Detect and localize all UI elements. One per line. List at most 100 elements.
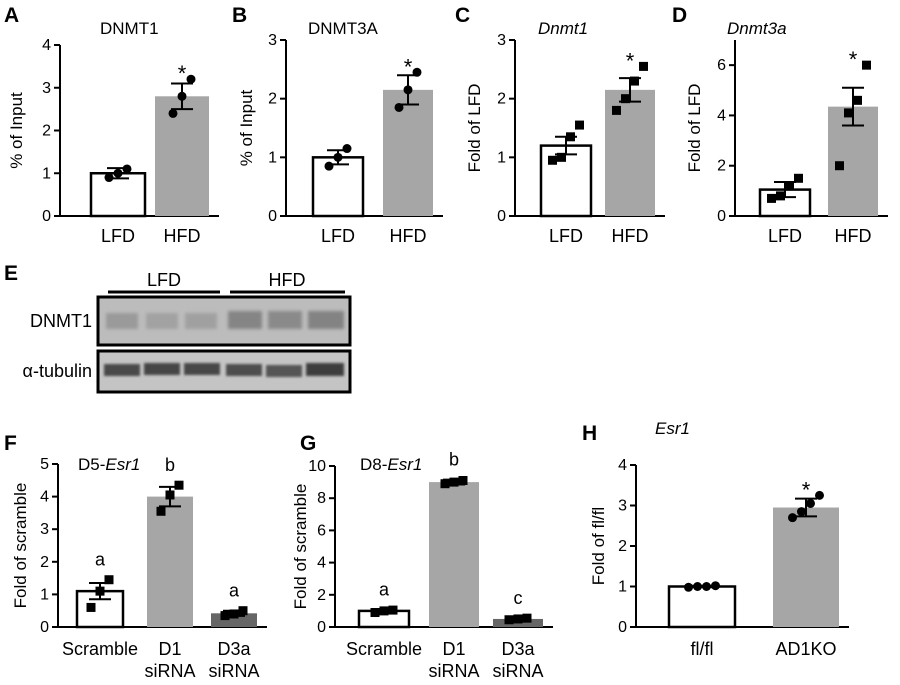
significance-label: *: [178, 61, 187, 86]
data-point: [806, 498, 815, 508]
y-tick-label: 2: [268, 91, 277, 108]
data-point: [815, 490, 824, 500]
blot-band: [268, 311, 302, 329]
data-point: [844, 108, 853, 118]
significance-label: c: [514, 588, 523, 608]
blot-row-label-dnmt1: DNMT1: [30, 311, 92, 331]
data-point: [776, 191, 785, 201]
data-point: [621, 94, 630, 104]
chart-title: Dnmt3a: [727, 19, 787, 38]
data-point: [220, 611, 230, 621]
y-tick-label: 10: [308, 458, 326, 475]
y-axis-label: Fold of LFD: [465, 84, 484, 173]
panel-letter-e: E: [4, 262, 18, 285]
data-point: [412, 67, 422, 77]
significance-label: a: [95, 550, 106, 570]
data-point: [522, 613, 532, 623]
y-tick-label: 0: [618, 619, 627, 636]
bar: [383, 89, 433, 216]
significance-label: *: [404, 54, 413, 79]
data-point: [174, 480, 184, 490]
data-point: [630, 76, 639, 86]
y-tick-label: 1: [497, 149, 506, 166]
panel-letter-g: G: [300, 432, 316, 455]
y-axis-label: % of Input: [7, 92, 26, 169]
y-tick-label: 0: [40, 619, 49, 636]
chart-title: DNMT3A: [308, 19, 379, 38]
blot-strip-dnmt1: [96, 295, 352, 347]
data-point: [711, 581, 720, 591]
y-tick-label: 2: [42, 123, 51, 140]
y-tick-label: 2: [717, 158, 726, 175]
chart-g: D8-Esr1 0 2 4 6 8 10 Fold of scramble a Scramble b…: [291, 450, 553, 681]
data-point: [548, 155, 557, 165]
data-point: [186, 74, 196, 84]
data-point: [333, 152, 343, 162]
y-tick-label: 3: [618, 498, 627, 515]
y-tick-label: 2: [40, 554, 49, 571]
significance-label: *: [626, 48, 635, 73]
y-axis-label: Fold of LFD: [685, 84, 704, 173]
blot-band: [226, 364, 262, 376]
blot-band: [184, 363, 220, 375]
chart-title: DNMT1: [100, 19, 159, 38]
data-point: [165, 490, 175, 500]
y-tick-label: 4: [717, 107, 726, 124]
panel-letter-d: D: [672, 4, 687, 27]
category-label: D1 siRNA: [428, 639, 479, 681]
data-point: [440, 479, 450, 489]
data-point: [156, 506, 166, 516]
chart-title: Dnmt1: [538, 19, 588, 38]
category-label: LFD: [549, 226, 583, 246]
significance-label: a: [379, 579, 390, 599]
chart-c: Dnmt1 0 1 2 3 Fold of LFD LFD * HFD: [465, 19, 665, 246]
bar: [311, 156, 365, 218]
blot-band: [146, 313, 178, 329]
data-point: [95, 586, 105, 596]
y-tick-label: 1: [40, 586, 49, 603]
panel-letter-f: F: [4, 432, 17, 455]
significance-label: *: [849, 47, 858, 72]
data-point: [767, 193, 776, 203]
data-point: [835, 161, 844, 171]
bar: [155, 96, 209, 216]
blot-group-label-lfd: LFD: [147, 270, 181, 290]
y-axis-label: Fold of scramble: [291, 484, 310, 610]
y-tick-label: 5: [40, 456, 49, 473]
western-blot: LFD HFD DNMT1 α-tubulin: [23, 270, 352, 394]
category-label: AD1KO: [775, 639, 836, 659]
significance-label: *: [802, 477, 811, 502]
y-tick-label: 1: [268, 149, 277, 166]
data-point: [324, 161, 334, 171]
y-tick-label: 2: [497, 91, 506, 108]
data-point: [394, 102, 404, 112]
chart-a: DNMT1 0 1 2 3 4 % of Input LFD * HFD: [7, 19, 219, 246]
category-label: Scramble: [346, 639, 422, 659]
blot-band: [306, 363, 344, 376]
data-point: [566, 132, 575, 142]
bar: [667, 585, 737, 629]
bar: [89, 172, 147, 218]
y-axis-label: % of Input: [237, 89, 256, 166]
data-point: [403, 85, 413, 95]
y-tick-label: 0: [317, 619, 326, 636]
data-point: [168, 108, 178, 118]
significance-label: b: [449, 450, 459, 470]
blot-band: [106, 313, 138, 329]
data-point: [797, 507, 806, 517]
data-point: [684, 582, 693, 592]
data-point: [458, 475, 468, 485]
category-label: HFD: [612, 226, 649, 246]
category-label: D3a siRNA: [492, 639, 543, 681]
data-point: [342, 144, 352, 154]
data-point: [104, 575, 114, 585]
y-axis-label: Fold of scramble: [11, 483, 30, 609]
category-label: HFD: [164, 226, 201, 246]
data-point: [639, 61, 648, 71]
y-tick-label: 2: [317, 587, 326, 604]
data-point: [449, 477, 459, 487]
category-label: fl/fl: [690, 639, 713, 659]
y-tick-label: 3: [40, 521, 49, 538]
y-tick-label: 0: [268, 208, 277, 225]
